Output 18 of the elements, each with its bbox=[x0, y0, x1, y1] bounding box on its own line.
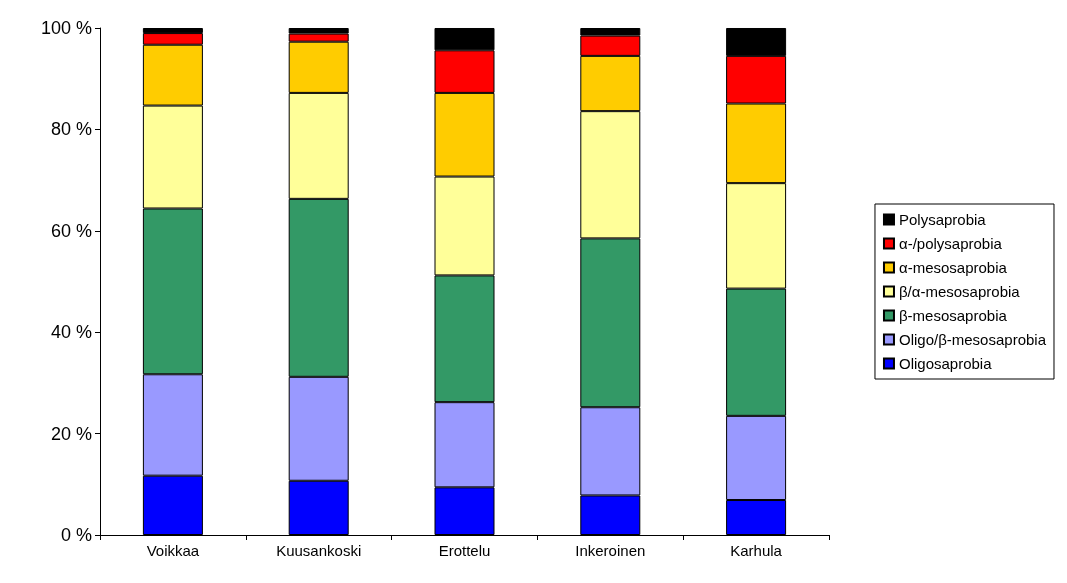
y-tick-label: 40 % bbox=[50, 322, 92, 343]
y-tick-label: 80 % bbox=[50, 119, 92, 140]
x-tick-label: Karhula bbox=[730, 542, 783, 559]
legend-label: Oligo/β-mesosaprobia bbox=[898, 331, 1047, 348]
legend-label: β/α-mesosaprobia bbox=[898, 283, 1021, 300]
x-tick-label: Kuusankoski bbox=[276, 542, 362, 559]
legend-label: Polysaprobia bbox=[898, 211, 987, 228]
x-tick-label: Inkeroinen bbox=[575, 542, 646, 559]
x-tick-label: Erottelu bbox=[438, 542, 491, 559]
y-tick-label: 0 % bbox=[60, 525, 92, 545]
legend-label: α-mesosaprobia bbox=[898, 259, 1008, 276]
y-tick-label: 20 % bbox=[50, 423, 92, 444]
x-tick-label: Voikkaa bbox=[146, 542, 200, 559]
legend-label: α-/polysaprobia bbox=[898, 235, 1003, 252]
legend-label: Oligosaprobia bbox=[898, 355, 993, 372]
legend-label: β-mesosaprobia bbox=[898, 307, 1008, 324]
y-tick-label: 100 % bbox=[40, 18, 92, 38]
y-tick-label: 60 % bbox=[50, 220, 92, 241]
